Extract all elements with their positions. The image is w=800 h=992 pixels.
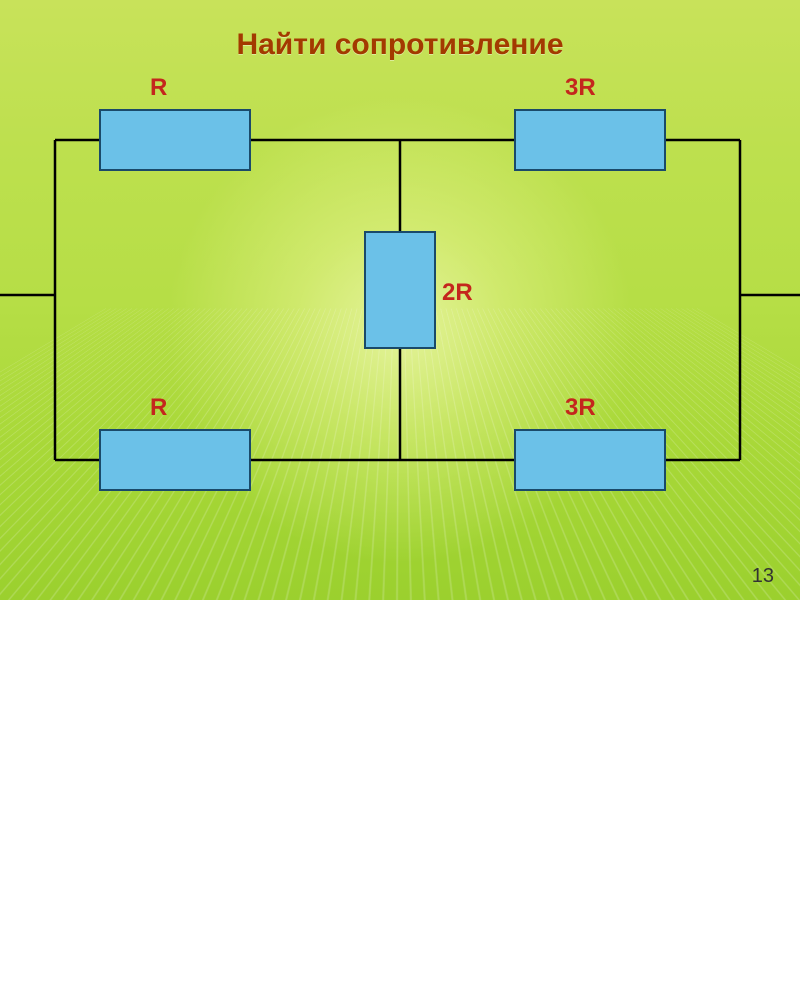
- resistor-label-r5: 3R: [565, 394, 596, 421]
- resistor-r5: [515, 430, 665, 490]
- resistor-r1: [100, 110, 250, 170]
- slide: Найти сопротивление RR2R3R3R 13: [0, 0, 800, 600]
- resistor-label-r3: 2R: [442, 279, 473, 306]
- resistor-label-r4: 3R: [565, 74, 596, 101]
- resistor-r4: [515, 110, 665, 170]
- resistor-label-r1: R: [150, 74, 167, 101]
- resistor-label-r2: R: [150, 394, 167, 421]
- circuit-svg: R R 2R 3R 3R: [0, 0, 800, 600]
- resistor-r2: [100, 430, 250, 490]
- resistor-r3: [365, 232, 435, 348]
- page-number: 13: [752, 565, 774, 588]
